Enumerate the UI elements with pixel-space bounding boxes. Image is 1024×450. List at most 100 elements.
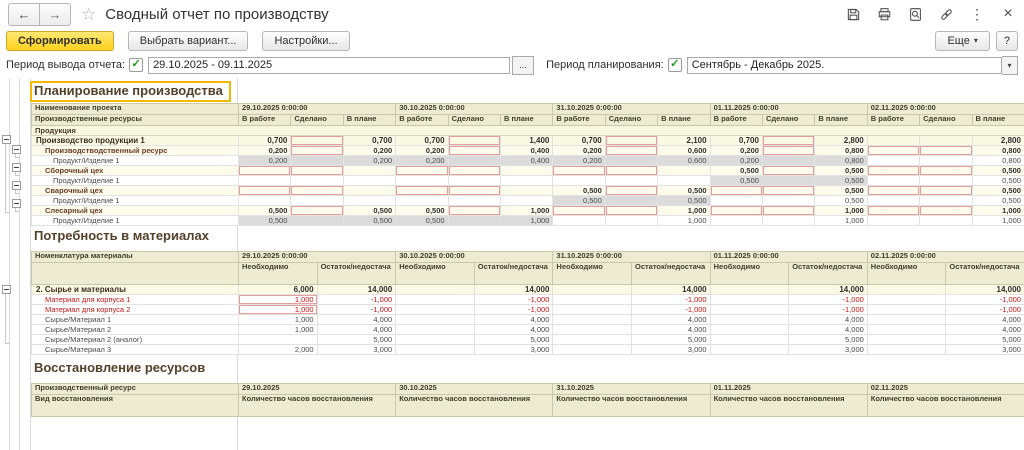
value-cell[interactable]: 0,500 <box>709 165 763 176</box>
value-cell[interactable]: 0,500 <box>342 205 397 216</box>
date-header[interactable]: 01.11.2025 0:00:00 <box>709 251 868 263</box>
value-cell[interactable]: 4,000 <box>631 324 711 335</box>
favorite-star-icon[interactable]: ☆ <box>81 4 97 24</box>
collapse-toggle-icon[interactable] <box>12 163 21 172</box>
value-cell[interactable]: 0,800 <box>814 145 868 156</box>
date-header[interactable]: 02.11.2025 0:00:00 <box>866 103 1024 115</box>
value-cell[interactable] <box>290 195 344 206</box>
value-cell[interactable] <box>866 145 921 156</box>
value-cell[interactable] <box>447 215 501 226</box>
value-cell[interactable] <box>552 334 632 345</box>
value-cell[interactable] <box>604 135 659 146</box>
value-cell[interactable] <box>342 165 397 176</box>
value-cell[interactable]: 0,200 <box>237 155 292 166</box>
choose-variant-button[interactable]: Выбрать вариант... <box>127 30 249 51</box>
value-cell[interactable] <box>499 195 554 206</box>
row-label[interactable]: 2. Сырье и материалы <box>31 284 239 295</box>
value-cell[interactable] <box>290 185 344 196</box>
value-cell[interactable]: 0,500 <box>814 165 868 176</box>
value-cell[interactable] <box>290 205 344 216</box>
value-cell[interactable] <box>552 175 606 186</box>
value-cell[interactable] <box>866 175 921 186</box>
row-label[interactable]: Производство продукции 1 <box>31 135 239 146</box>
value-cell[interactable]: 14,000 <box>473 284 554 295</box>
value-cell[interactable]: 0,200 <box>237 145 292 156</box>
value-cell[interactable]: 0,200 <box>395 155 449 166</box>
link-icon[interactable] <box>938 6 954 22</box>
corner-header[interactable]: Производственные ресурсы <box>31 114 239 126</box>
value-cell[interactable] <box>237 175 292 186</box>
value-cell[interactable]: 0,500 <box>814 185 868 196</box>
more-menu-icon[interactable]: ⋮ <box>969 6 985 22</box>
subcolumn-header[interactable]: В работе <box>866 114 921 126</box>
value-cell[interactable]: 0,500 <box>657 185 711 196</box>
value-cell[interactable]: 0,200 <box>552 145 606 156</box>
value-cell[interactable] <box>342 195 397 206</box>
row-label[interactable]: Производстводственный ресурс <box>31 145 239 156</box>
subcolumn-header[interactable]: Необходимо <box>552 262 632 285</box>
value-cell[interactable]: 1,400 <box>499 135 554 146</box>
date-header[interactable]: 31.10.2025 0:00:00 <box>552 251 711 263</box>
subcolumn-header[interactable]: В плане <box>499 114 554 126</box>
value-cell[interactable]: 3,000 <box>316 344 397 355</box>
print-icon[interactable] <box>876 6 892 22</box>
value-cell[interactable] <box>919 165 973 176</box>
subcolumn-header[interactable]: Количество часов восстановления <box>709 394 868 417</box>
value-cell[interactable] <box>709 284 790 295</box>
value-cell[interactable]: 0,400 <box>499 145 554 156</box>
value-cell[interactable] <box>395 175 449 186</box>
value-cell[interactable] <box>657 165 711 176</box>
value-cell[interactable]: 0,500 <box>237 205 292 216</box>
value-cell[interactable] <box>709 185 763 196</box>
value-cell[interactable] <box>395 165 449 176</box>
value-cell[interactable]: -1,000 <box>316 304 397 315</box>
value-cell[interactable] <box>866 195 921 206</box>
value-cell[interactable]: -1,000 <box>788 294 868 305</box>
value-cell[interactable] <box>919 145 973 156</box>
value-cell[interactable] <box>604 185 659 196</box>
value-cell[interactable]: 1,000 <box>814 205 868 216</box>
collapse-toggle-icon[interactable] <box>12 199 21 208</box>
date-header[interactable]: 30.10.2025 0:00:00 <box>395 251 554 263</box>
value-cell[interactable]: 0,700 <box>395 135 449 146</box>
collapse-toggle-icon[interactable] <box>2 135 11 144</box>
row-label[interactable]: Сборочный цех <box>31 165 239 176</box>
value-cell[interactable]: 4,000 <box>631 314 711 325</box>
value-cell[interactable]: 0,800 <box>814 155 868 166</box>
value-cell[interactable]: 0,700 <box>237 135 292 146</box>
value-cell[interactable] <box>919 135 973 146</box>
planning-period-dropdown-button[interactable]: ▾ <box>1002 55 1018 75</box>
value-cell[interactable]: 0,500 <box>814 175 868 186</box>
output-period-picker-button[interactable]: ... <box>512 55 535 75</box>
section-title-materials[interactable]: Потребность в материалах <box>34 228 209 243</box>
value-cell[interactable] <box>866 334 947 345</box>
value-cell[interactable] <box>604 155 659 166</box>
value-cell[interactable] <box>919 215 973 226</box>
value-cell[interactable]: 0,500 <box>657 195 711 206</box>
value-cell[interactable] <box>709 314 790 325</box>
value-cell[interactable] <box>866 324 947 335</box>
value-cell[interactable] <box>761 175 816 186</box>
date-header[interactable]: 01.11.2025 0:00:00 <box>709 103 868 115</box>
value-cell[interactable]: 14,000 <box>316 284 397 295</box>
value-cell[interactable] <box>290 135 344 146</box>
value-cell[interactable]: 0,500 <box>237 215 292 226</box>
subcolumn-header[interactable]: Остаток/недостача <box>788 262 868 285</box>
value-cell[interactable]: 0,200 <box>709 155 763 166</box>
subcolumn-header[interactable]: В работе <box>709 114 763 126</box>
value-cell[interactable] <box>657 175 711 186</box>
value-cell[interactable]: -1,000 <box>945 294 1024 305</box>
value-cell[interactable]: 3,000 <box>473 344 554 355</box>
subcolumn-header[interactable]: В работе <box>395 114 449 126</box>
value-cell[interactable] <box>604 205 659 216</box>
forward-button[interactable]: → <box>39 2 71 26</box>
row-label[interactable]: Сырье/Материал 2 <box>31 324 239 335</box>
section-title-planning[interactable]: Планирование производства <box>30 81 231 102</box>
value-cell[interactable] <box>290 165 344 176</box>
more-button[interactable]: Еще ▾ <box>935 30 990 51</box>
value-cell[interactable] <box>447 195 501 206</box>
value-cell[interactable]: 5,000 <box>788 334 868 345</box>
collapse-toggle-icon[interactable] <box>12 181 21 190</box>
value-cell[interactable] <box>395 334 475 345</box>
value-cell[interactable]: 4,000 <box>788 314 868 325</box>
